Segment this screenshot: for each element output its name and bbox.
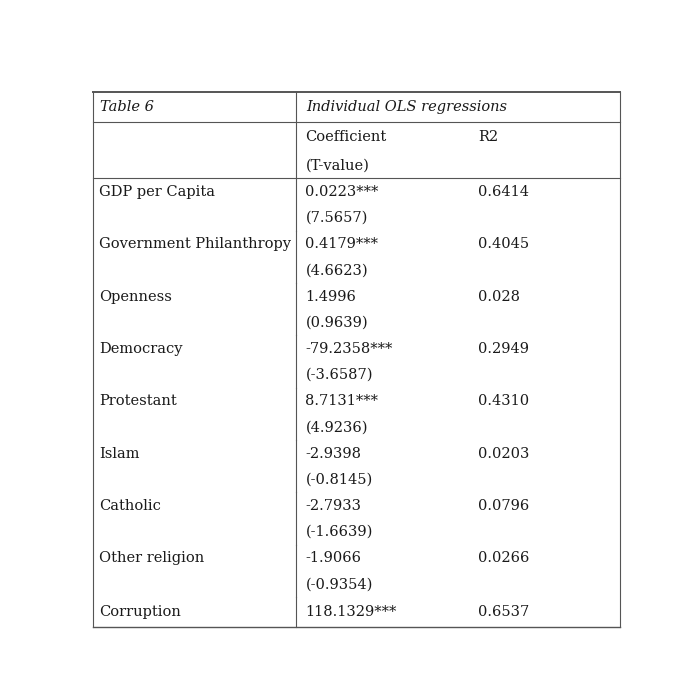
Text: (-3.6587): (-3.6587): [306, 368, 373, 382]
Text: 0.4045: 0.4045: [478, 238, 529, 251]
Text: 0.0203: 0.0203: [478, 447, 530, 460]
Text: 1.4996: 1.4996: [306, 289, 356, 304]
Text: Government Philanthropy: Government Philanthropy: [99, 238, 291, 251]
Text: Other religion: Other religion: [99, 551, 204, 565]
Text: Corruption: Corruption: [99, 605, 181, 619]
Text: -2.9398: -2.9398: [306, 447, 361, 460]
Text: (-0.8145): (-0.8145): [306, 472, 372, 487]
Text: GDP per Capita: GDP per Capita: [99, 185, 215, 199]
Text: (-1.6639): (-1.6639): [306, 525, 373, 539]
Text: Islam: Islam: [99, 447, 139, 460]
Text: Individual OLS regressions: Individual OLS regressions: [306, 100, 507, 114]
Text: 0.2949: 0.2949: [478, 342, 529, 356]
Text: (7.5657): (7.5657): [306, 211, 367, 225]
Text: Protestant: Protestant: [99, 394, 177, 409]
Text: 118.1329***: 118.1329***: [306, 605, 397, 619]
Text: 0.0223***: 0.0223***: [306, 185, 379, 199]
Text: (4.9236): (4.9236): [306, 421, 368, 435]
Text: -79.2358***: -79.2358***: [306, 342, 393, 356]
Text: (-0.9354): (-0.9354): [306, 577, 373, 592]
Text: 0.028: 0.028: [478, 289, 520, 304]
Text: R2: R2: [478, 131, 498, 144]
Text: 0.0796: 0.0796: [478, 499, 530, 513]
Text: 0.0266: 0.0266: [478, 551, 530, 565]
Text: 8.7131***: 8.7131***: [306, 394, 379, 409]
Text: Openness: Openness: [99, 289, 172, 304]
Text: 0.4179***: 0.4179***: [306, 238, 379, 251]
Text: Democracy: Democracy: [99, 342, 182, 356]
Text: Table 6: Table 6: [100, 100, 154, 114]
Text: Catholic: Catholic: [99, 499, 161, 513]
Text: (T-value): (T-value): [306, 158, 370, 172]
Text: (0.9639): (0.9639): [306, 316, 368, 330]
Text: -1.9066: -1.9066: [306, 551, 361, 565]
Text: 0.4310: 0.4310: [478, 394, 529, 409]
Text: Coefficient: Coefficient: [306, 131, 387, 144]
Text: 0.6414: 0.6414: [478, 185, 529, 199]
Text: -2.7933: -2.7933: [306, 499, 361, 513]
Text: 0.6537: 0.6537: [478, 605, 530, 619]
Text: (4.6623): (4.6623): [306, 263, 368, 277]
